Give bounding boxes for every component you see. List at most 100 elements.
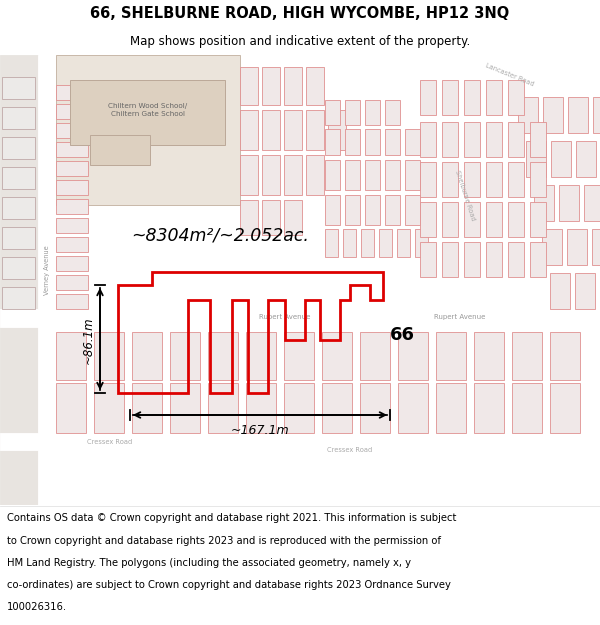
Bar: [2, 107, 35, 129]
Bar: [551, 141, 571, 177]
Bar: [442, 162, 458, 197]
Bar: [474, 383, 504, 433]
Bar: [262, 155, 280, 195]
Bar: [530, 202, 546, 237]
Bar: [464, 202, 480, 237]
Text: ~8304m²/~2.052ac.: ~8304m²/~2.052ac.: [131, 226, 309, 244]
Bar: [56, 142, 88, 157]
Bar: [464, 162, 480, 197]
Bar: [436, 332, 466, 380]
Bar: [2, 167, 35, 189]
Text: Chiltern Wood School/
Chiltern Gate School: Chiltern Wood School/ Chiltern Gate Scho…: [109, 103, 188, 117]
Bar: [568, 97, 588, 133]
Bar: [550, 383, 580, 433]
Polygon shape: [460, 55, 600, 95]
Bar: [365, 129, 380, 155]
Bar: [2, 137, 35, 159]
Bar: [530, 122, 546, 157]
Bar: [512, 383, 542, 433]
Bar: [246, 332, 276, 380]
Bar: [508, 122, 524, 157]
Bar: [2, 227, 35, 249]
Bar: [530, 162, 546, 197]
Bar: [593, 97, 600, 133]
Polygon shape: [0, 433, 600, 450]
Text: ~86.1m: ~86.1m: [82, 316, 95, 364]
Bar: [559, 185, 579, 221]
Bar: [360, 383, 390, 433]
Bar: [508, 202, 524, 237]
Bar: [442, 242, 458, 277]
Text: Rupert Avenue: Rupert Avenue: [434, 314, 485, 320]
Bar: [56, 123, 88, 138]
Polygon shape: [0, 309, 600, 327]
Bar: [405, 195, 420, 225]
Bar: [322, 383, 352, 433]
Bar: [262, 67, 280, 105]
Bar: [328, 110, 346, 150]
Bar: [132, 383, 162, 433]
Bar: [550, 332, 580, 380]
Bar: [508, 162, 524, 197]
Bar: [208, 332, 238, 380]
Bar: [56, 104, 88, 119]
Bar: [385, 160, 400, 190]
Bar: [2, 287, 35, 309]
Bar: [486, 162, 502, 197]
Bar: [486, 122, 502, 157]
Bar: [486, 242, 502, 277]
Bar: [397, 229, 410, 257]
Bar: [474, 332, 504, 380]
Text: ~167.1m: ~167.1m: [230, 424, 289, 436]
Bar: [365, 100, 380, 125]
Bar: [132, 332, 162, 380]
Polygon shape: [420, 55, 600, 110]
Bar: [486, 80, 502, 115]
Bar: [486, 202, 502, 237]
Bar: [94, 332, 124, 380]
Text: Map shows position and indicative extent of the property.: Map shows position and indicative extent…: [130, 35, 470, 48]
Bar: [365, 195, 380, 225]
Text: Verney Avenue: Verney Avenue: [44, 245, 50, 295]
Text: co-ordinates) are subject to Crown copyright and database rights 2023 Ordnance S: co-ordinates) are subject to Crown copyr…: [7, 580, 451, 590]
Bar: [284, 155, 302, 195]
Bar: [442, 80, 458, 115]
Bar: [415, 229, 428, 257]
Bar: [543, 97, 563, 133]
Bar: [534, 185, 554, 221]
Bar: [2, 197, 35, 219]
Bar: [567, 229, 587, 265]
Text: HM Land Registry. The polygons (including the associated geometry, namely x, y: HM Land Registry. The polygons (includin…: [7, 558, 411, 568]
Bar: [94, 383, 124, 433]
Bar: [361, 229, 374, 257]
Bar: [385, 195, 400, 225]
Bar: [345, 195, 360, 225]
Bar: [512, 332, 542, 380]
Bar: [325, 129, 340, 155]
Bar: [322, 332, 352, 380]
Bar: [56, 275, 88, 290]
Bar: [284, 110, 302, 150]
Bar: [208, 383, 238, 433]
Bar: [576, 141, 596, 177]
Bar: [306, 110, 324, 150]
Bar: [56, 161, 88, 176]
Bar: [325, 195, 340, 225]
Bar: [436, 383, 466, 433]
Bar: [170, 332, 200, 380]
Bar: [306, 67, 324, 105]
Bar: [170, 383, 200, 433]
Bar: [56, 256, 88, 271]
Bar: [56, 180, 88, 195]
Bar: [345, 160, 360, 190]
Bar: [584, 185, 600, 221]
Polygon shape: [0, 55, 38, 505]
Bar: [398, 332, 428, 380]
Bar: [405, 129, 420, 155]
Bar: [246, 383, 276, 433]
Polygon shape: [38, 55, 55, 505]
Polygon shape: [340, 55, 548, 309]
Bar: [420, 162, 436, 197]
Bar: [420, 122, 436, 157]
Bar: [240, 200, 258, 235]
